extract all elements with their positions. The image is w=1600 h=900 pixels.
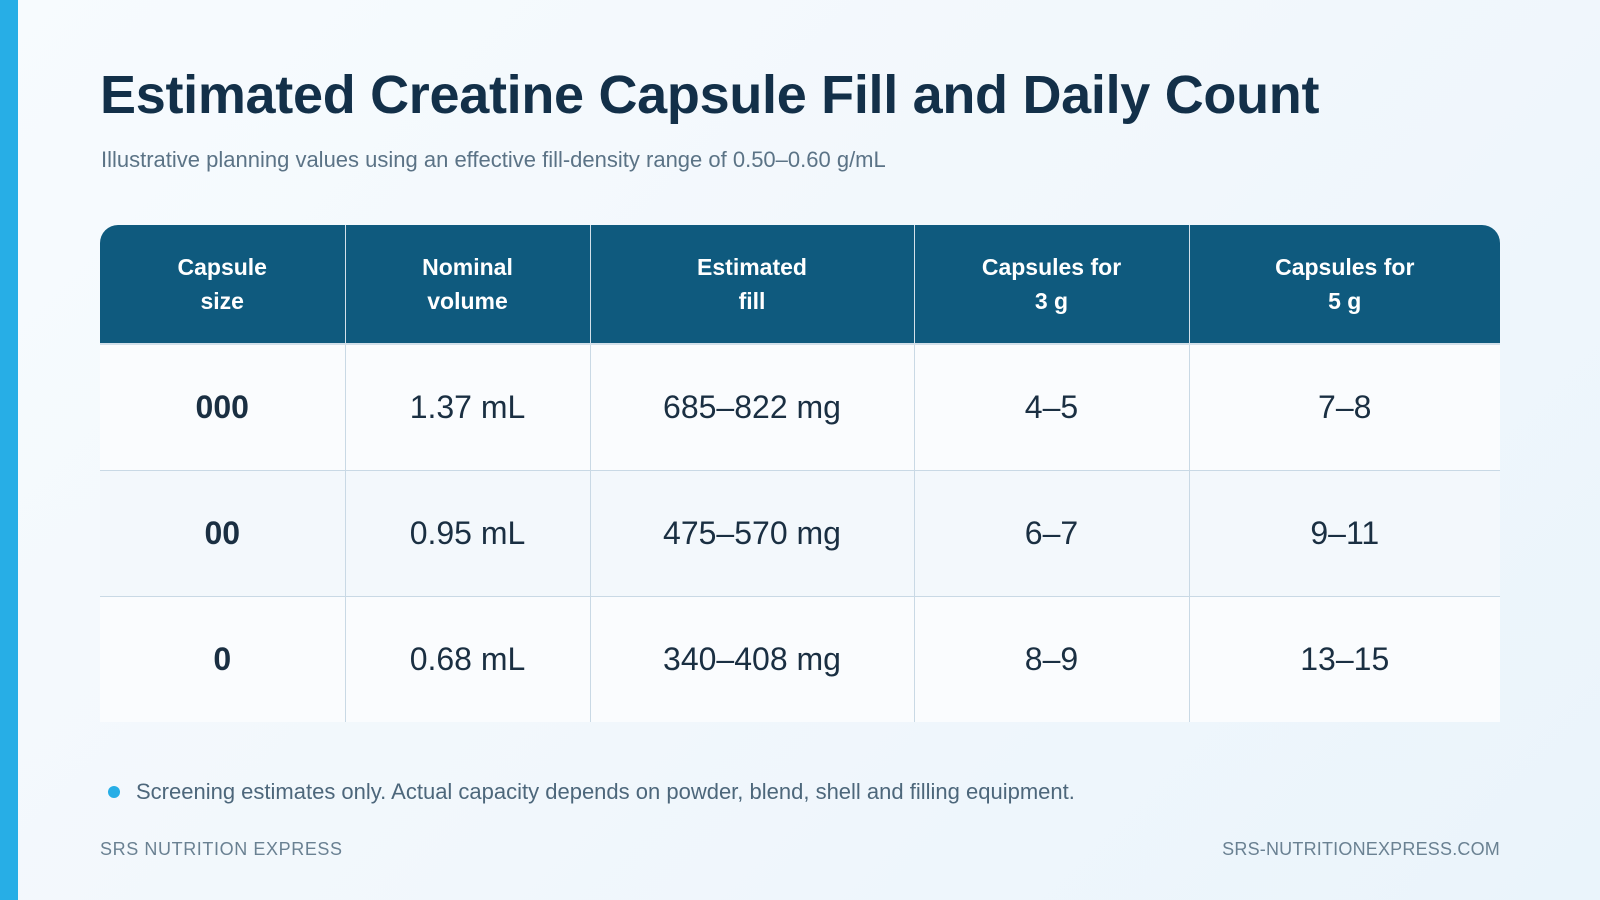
capsules-5g-cell: 13–15	[1189, 596, 1500, 722]
capsules-3g-cell: 4–5	[914, 344, 1190, 471]
column-header-line: 3 g	[1034, 288, 1069, 314]
table-row: 00 0.95 mL 475–570 mg 6–7 9–11	[100, 470, 1500, 597]
bullet-dot-icon	[108, 786, 120, 798]
page-subtitle: Illustrative planning values using an ef…	[101, 147, 886, 172]
nominal-volume-cell: 0.95 mL	[345, 470, 591, 597]
table-header-row: Capsule size Nominal volume Estimated fi…	[100, 225, 1500, 345]
accent-bar	[0, 0, 18, 900]
column-header-line: Capsules for	[981, 254, 1122, 280]
column-header-line: Nominal	[422, 254, 513, 280]
table-body: 000 1.37 mL 685–822 mg 4–5 7–8 00 0.95 m…	[100, 344, 1500, 722]
footnote-text: Screening estimates only. Actual capacit…	[136, 779, 1075, 804]
column-header-capsules-5g: Capsules for 5 g	[1189, 225, 1500, 345]
nominal-volume-cell: 1.37 mL	[345, 344, 591, 471]
table-row: 0 0.68 mL 340–408 mg 8–9 13–15	[100, 596, 1500, 722]
estimated-fill-cell: 475–570 mg	[590, 470, 915, 597]
estimated-fill-cell: 340–408 mg	[590, 596, 915, 722]
capsule-table: Capsule size Nominal volume Estimated fi…	[100, 225, 1500, 722]
column-header-line: Capsule	[177, 254, 267, 280]
capsule-size-cell: 0	[100, 596, 346, 722]
column-header-estimated-fill: Estimated fill	[590, 225, 915, 345]
capsule-size-cell: 00	[100, 470, 346, 597]
column-header-nominal-volume: Nominal volume	[345, 225, 591, 345]
capsule-size-cell: 000	[100, 344, 346, 471]
footnote: Screening estimates only. Actual capacit…	[108, 779, 1075, 805]
column-header-line: fill	[738, 288, 766, 314]
column-header-line: size	[200, 288, 244, 314]
capsules-3g-cell: 8–9	[914, 596, 1190, 722]
capsule-table-container: Capsule size Nominal volume Estimated fi…	[100, 225, 1500, 722]
nominal-volume-cell: 0.68 mL	[345, 596, 591, 722]
capsules-3g-cell: 6–7	[914, 470, 1190, 597]
column-header-line: Capsules for	[1275, 254, 1415, 280]
page-title: Estimated Creatine Capsule Fill and Dail…	[100, 65, 1320, 125]
estimated-fill-cell: 685–822 mg	[590, 344, 915, 471]
column-header-capsules-3g: Capsules for 3 g	[914, 225, 1190, 345]
table-row: 000 1.37 mL 685–822 mg 4–5 7–8	[100, 344, 1500, 471]
table-header: Capsule size Nominal volume Estimated fi…	[100, 225, 1500, 345]
column-header-capsule-size: Capsule size	[100, 225, 346, 345]
column-header-line: Estimated	[697, 254, 807, 280]
column-header-line: 5 g	[1328, 288, 1362, 314]
footer-website: SRS-NUTRITIONEXPRESS.COM	[1222, 839, 1500, 859]
capsules-5g-cell: 7–8	[1189, 344, 1500, 471]
capsules-5g-cell: 9–11	[1189, 470, 1500, 597]
footer-brand: SRS NUTRITION EXPRESS	[100, 839, 343, 859]
column-header-line: volume	[427, 288, 508, 314]
